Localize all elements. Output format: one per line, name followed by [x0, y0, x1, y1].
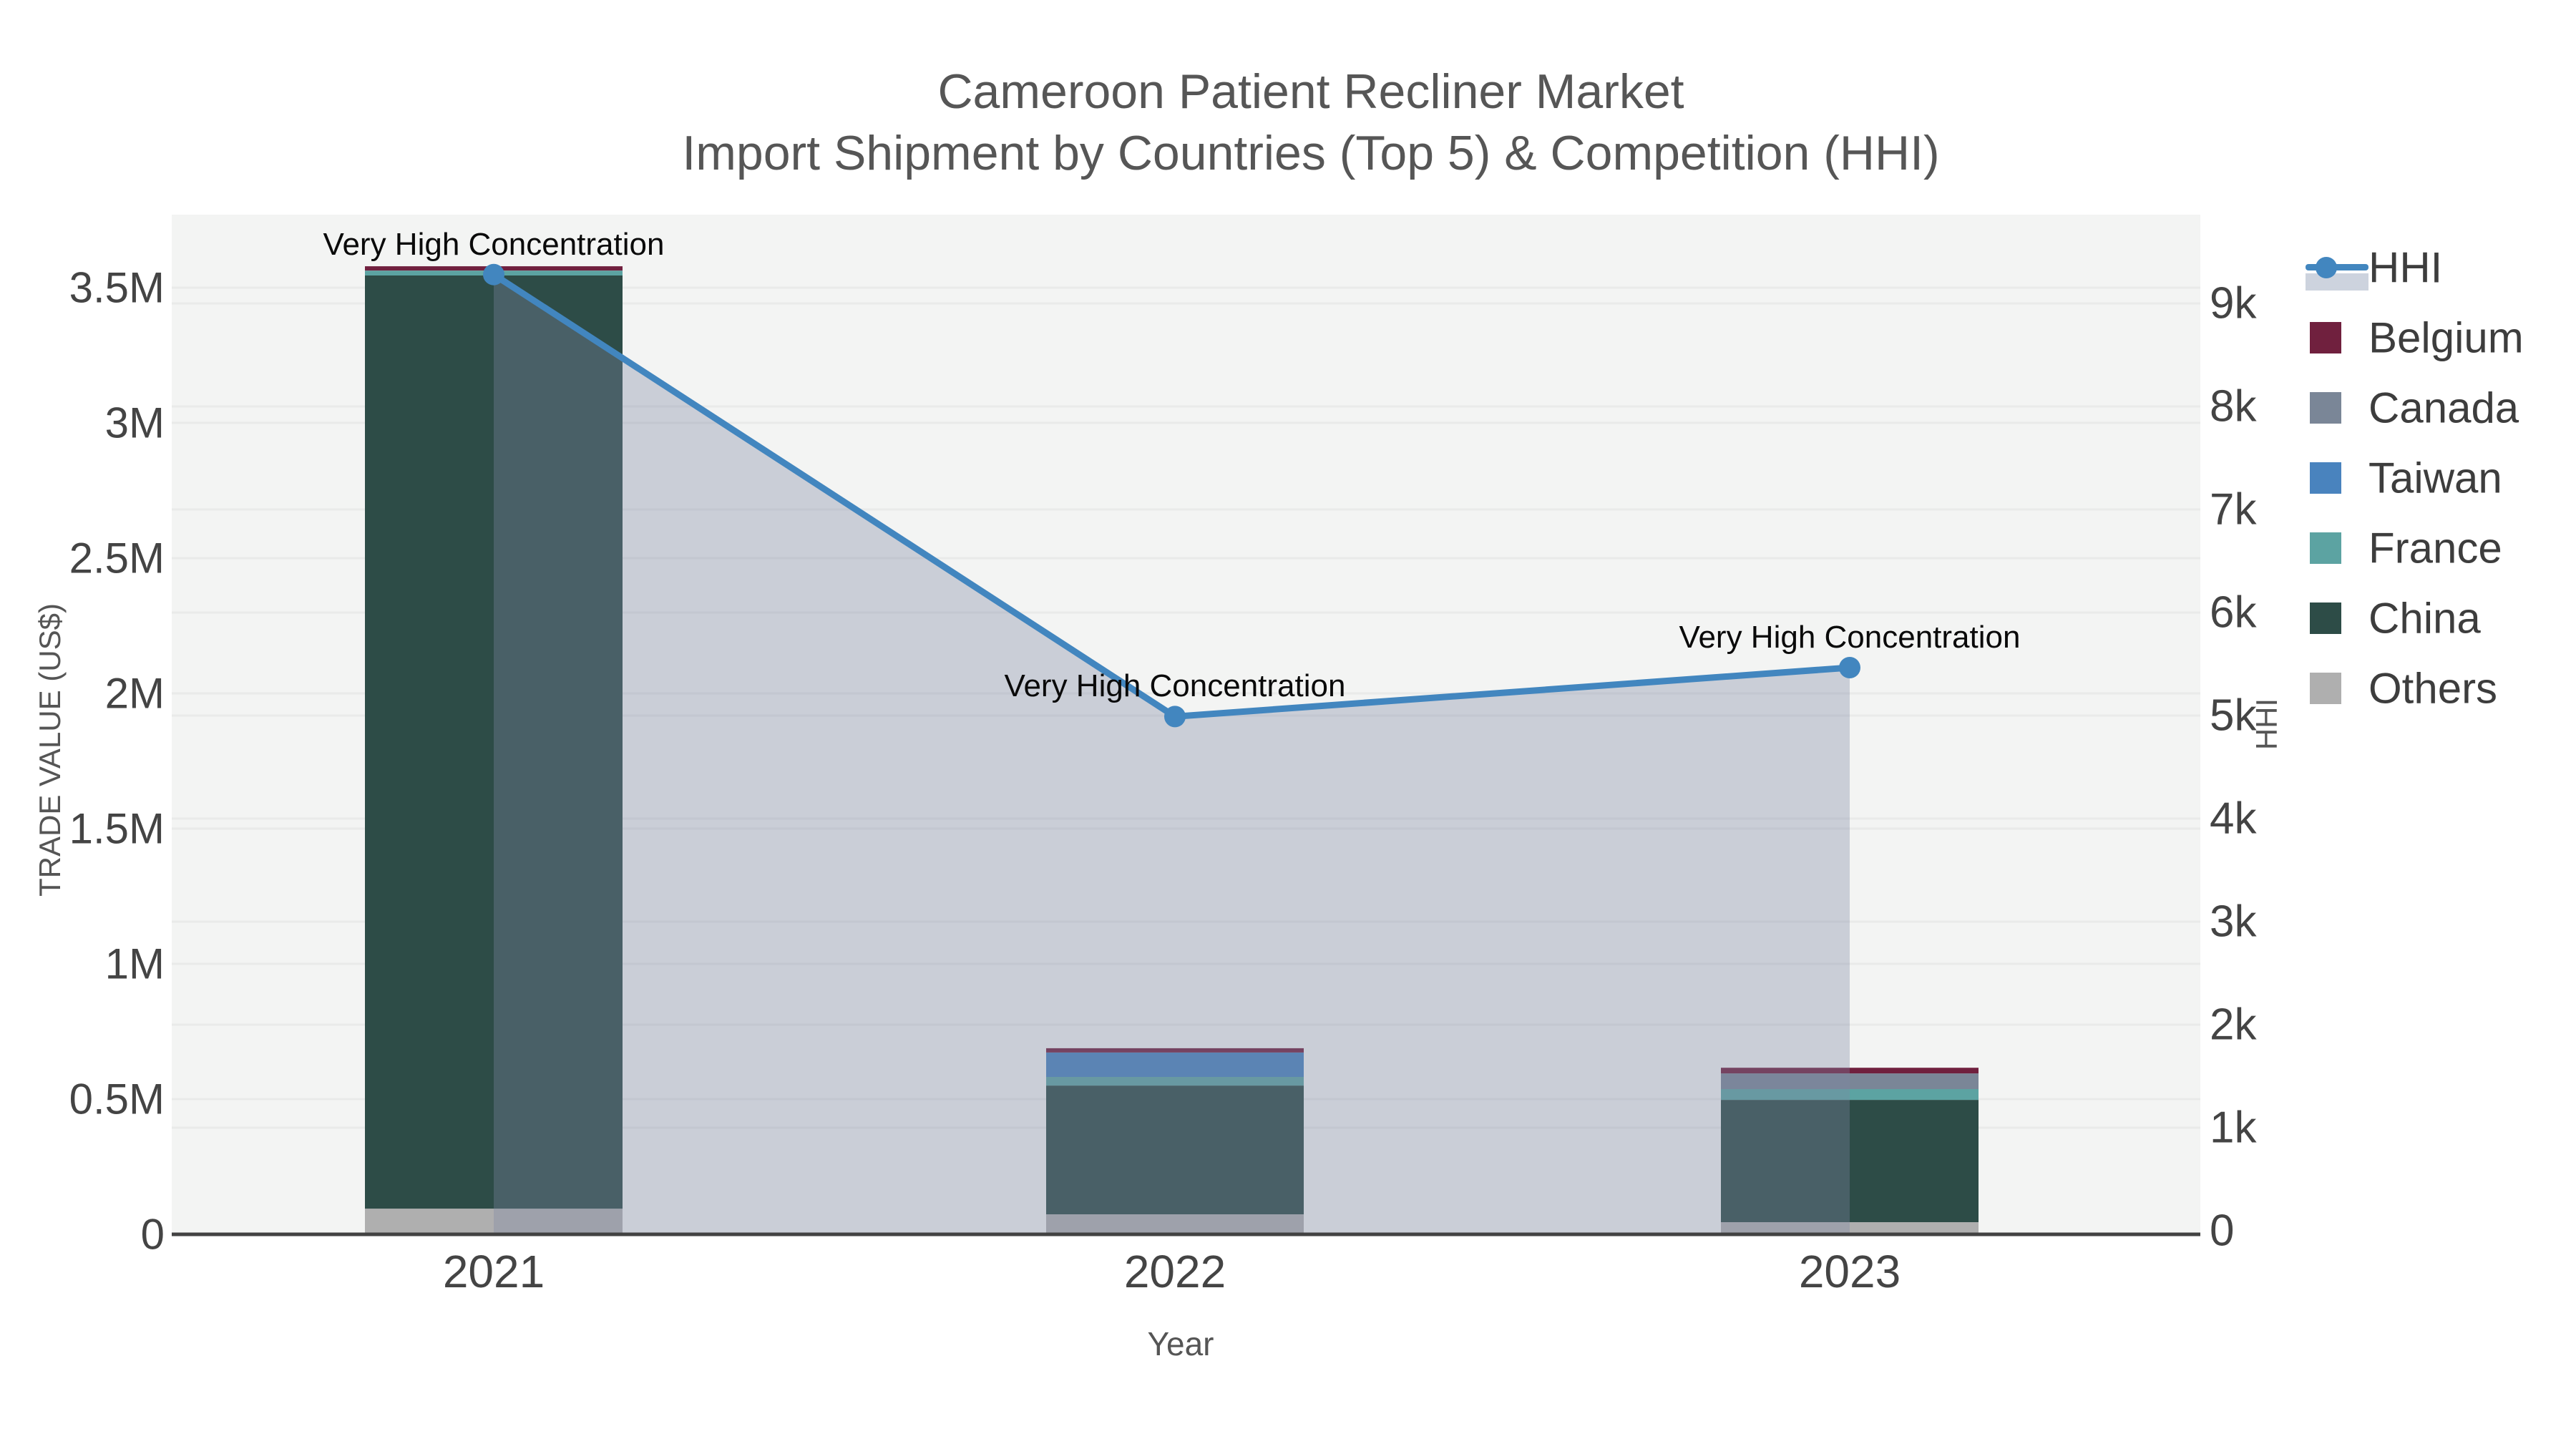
- legend-swatch-Belgium: [2310, 322, 2341, 353]
- legend-swatch-France: [2310, 532, 2341, 564]
- legend-label-Canada: Canada: [2368, 384, 2519, 432]
- hhi-point-2023[interactable]: [1839, 657, 1860, 678]
- hhi-point-2022[interactable]: [1164, 706, 1186, 728]
- left-tick-3.5M: 3.5M: [69, 263, 165, 312]
- bar-segment-Canada-2023[interactable]: [1721, 1073, 1979, 1089]
- right-tick-5k: 5k: [2210, 691, 2257, 741]
- left-axis-title: TRADE VALUE (US$): [33, 603, 67, 897]
- bar-segment-China-2022[interactable]: [1046, 1085, 1304, 1214]
- bar-segment-Belgium-2022[interactable]: [1046, 1048, 1304, 1053]
- bar-segment-Others-2021[interactable]: [365, 1209, 623, 1234]
- right-axis-title: HHI: [2250, 698, 2283, 751]
- annotation-2021: Very High Concentration: [323, 227, 665, 262]
- legend-hhi-line-swatch: [2306, 264, 2368, 270]
- right-tick-8k: 8k: [2210, 381, 2257, 431]
- hhi-area: [494, 274, 1850, 1235]
- legend-swatch-China: [2310, 602, 2341, 634]
- legend-label-HHI: HHI: [2368, 243, 2443, 292]
- right-tick-6k: 6k: [2210, 587, 2257, 638]
- left-tick-0.5M: 0.5M: [69, 1075, 165, 1123]
- x-tick-2021: 2021: [442, 1246, 545, 1297]
- bar-segment-Others-2023[interactable]: [1721, 1222, 1979, 1234]
- right-tick-1k: 1k: [2210, 1103, 2257, 1153]
- x-tick-2023: 2023: [1798, 1246, 1901, 1297]
- bar-segment-Belgium-2023[interactable]: [1721, 1068, 1979, 1074]
- legend-label-Others: Others: [2368, 664, 2498, 713]
- left-tick-1M: 1M: [104, 940, 165, 988]
- legend-swatch-Others: [2310, 673, 2341, 704]
- hhi-point-2021[interactable]: [483, 263, 504, 286]
- right-tick-4k: 4k: [2210, 794, 2257, 844]
- left-tick-3M: 3M: [104, 399, 165, 447]
- bar-segment-China-2021[interactable]: [365, 275, 623, 1209]
- legend-hhi-marker: [2316, 257, 2337, 278]
- annotation-2022: Very High Concentration: [1004, 668, 1346, 703]
- bar-segment-Taiwan-2022[interactable]: [1046, 1053, 1304, 1077]
- chart-title-line2: Import Shipment by Countries (Top 5) & C…: [682, 126, 1940, 180]
- legend-swatch-Canada: [2310, 392, 2341, 424]
- bar-segment-Others-2022[interactable]: [1046, 1214, 1304, 1234]
- chart-title-line1: Cameroon Patient Recliner Market: [937, 64, 1684, 119]
- left-tick-2.5M: 2.5M: [69, 534, 165, 582]
- annotation-2023: Very High Concentration: [1679, 620, 2021, 655]
- bar-segment-France-2023[interactable]: [1721, 1089, 1979, 1101]
- bar-segment-China-2023[interactable]: [1721, 1100, 1979, 1222]
- right-tick-3k: 3k: [2210, 897, 2257, 947]
- left-tick-2M: 2M: [104, 669, 165, 718]
- left-tick-0: 0: [140, 1210, 165, 1259]
- right-tick-7k: 7k: [2210, 484, 2257, 535]
- right-tick-9k: 9k: [2210, 278, 2257, 328]
- legend-label-China: China: [2368, 594, 2481, 643]
- bar-segment-France-2022[interactable]: [1046, 1077, 1304, 1086]
- legend-label-Taiwan: Taiwan: [2368, 454, 2502, 502]
- legend-label-Belgium: Belgium: [2368, 313, 2524, 362]
- x-axis-title: Year: [1147, 1325, 1214, 1362]
- legend-label-France: France: [2368, 524, 2502, 572]
- legend-hhi-area-swatch: [2306, 273, 2368, 291]
- right-tick-2k: 2k: [2210, 1000, 2257, 1050]
- x-tick-2022: 2022: [1123, 1246, 1226, 1297]
- right-tick-0: 0: [2210, 1206, 2235, 1256]
- legend-swatch-Taiwan: [2310, 462, 2341, 494]
- left-tick-1.5M: 1.5M: [69, 804, 165, 853]
